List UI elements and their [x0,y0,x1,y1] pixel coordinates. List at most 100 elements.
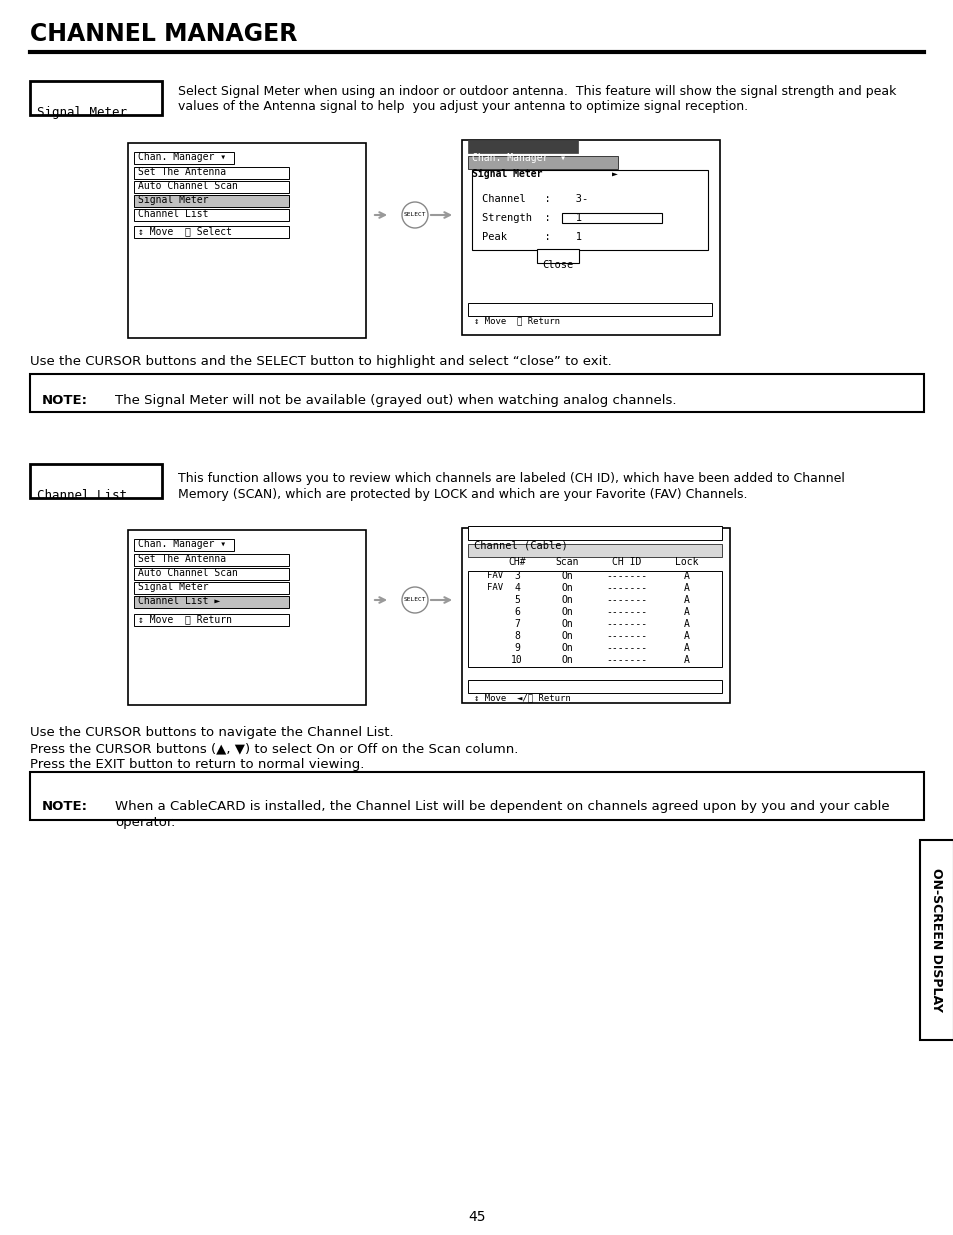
Text: 5: 5 [514,595,519,605]
Text: Memory (SCAN), which are protected by LOCK and which are your Favorite (FAV) Cha: Memory (SCAN), which are protected by LO… [178,488,747,501]
Bar [133,209,289,221]
Circle shape [401,203,428,228]
Text: Select Signal Meter when using an indoor or outdoor antenna.  This feature will : Select Signal Meter when using an indoor… [178,85,896,98]
Bar [133,182,289,193]
Text: -------: ------- [606,606,647,618]
Text: Peak      :    1: Peak : 1 [481,232,581,242]
Bar [30,464,162,498]
Text: 7: 7 [514,619,519,629]
Text: ►: ► [612,169,618,179]
Text: Press the CURSOR buttons (▲, ▼) to select On or Off on the Scan column.: Press the CURSOR buttons (▲, ▼) to selec… [30,742,517,755]
Text: Channel (Cable): Channel (Cable) [474,540,567,550]
Bar [919,840,953,1040]
Text: Set The Antenna: Set The Antenna [138,167,226,177]
Bar [468,571,721,667]
Text: CHANNEL MANAGER: CHANNEL MANAGER [30,22,297,46]
Bar [133,195,289,207]
Text: Channel   :    3-: Channel : 3- [481,194,588,204]
Text: Chan. Manager ▾: Chan. Manager ▾ [138,152,226,162]
Text: On: On [560,606,572,618]
Text: CH#: CH# [508,557,525,567]
Bar [30,374,923,412]
Text: On: On [560,571,572,580]
Text: A: A [683,606,689,618]
Text: Signal Meter: Signal Meter [138,582,209,592]
Text: A: A [683,583,689,593]
Text: Channel List: Channel List [138,209,209,219]
Text: A: A [683,571,689,580]
Text: The Signal Meter will not be available (grayed out) when watching analog channel: The Signal Meter will not be available (… [115,394,676,408]
Text: A: A [683,595,689,605]
Text: 4: 4 [514,583,519,593]
Text: ↕ Move  Ⓞ Return: ↕ Move Ⓞ Return [474,316,559,325]
Bar [468,140,578,153]
Text: ON-SCREEN DISPLAY: ON-SCREEN DISPLAY [929,868,943,1011]
Text: On: On [560,631,572,641]
Text: Auto Channel Scan: Auto Channel Scan [138,182,237,191]
Text: Set The Antenna: Set The Antenna [138,555,226,564]
Text: On: On [560,619,572,629]
Bar [30,82,162,115]
Bar [472,170,707,249]
Bar [133,167,289,179]
Text: -------: ------- [606,583,647,593]
Text: NOTE:: NOTE: [42,800,88,813]
Text: -------: ------- [606,631,647,641]
Text: On: On [560,595,572,605]
Text: SELECT: SELECT [403,597,426,601]
Text: -------: ------- [606,571,647,580]
Text: FAV: FAV [486,571,502,580]
Bar [133,614,289,626]
Text: Chan. Manager ▾: Chan. Manager ▾ [138,538,226,550]
Bar [537,249,578,263]
Bar [561,212,661,224]
Text: Signal Meter: Signal Meter [138,195,209,205]
Text: ↕ Move  ◄/Ⓞ Return: ↕ Move ◄/Ⓞ Return [474,693,570,701]
Text: CH ID: CH ID [612,557,641,567]
Bar [128,143,366,338]
Text: operator.: operator. [115,816,175,829]
Text: -------: ------- [606,655,647,664]
Text: 45: 45 [468,1210,485,1224]
Text: ↕ Move  Ⓞ Return: ↕ Move Ⓞ Return [138,614,232,624]
Text: 9: 9 [514,643,519,653]
Text: 10: 10 [511,655,522,664]
Bar [461,140,720,335]
Text: Auto Channel Scan: Auto Channel Scan [138,568,237,578]
Text: On: On [560,643,572,653]
Text: Channel List ►: Channel List ► [138,597,220,606]
Text: -------: ------- [606,619,647,629]
Text: ↕ Move  Ⓞ Select: ↕ Move Ⓞ Select [138,226,232,236]
Text: Scan: Scan [555,557,578,567]
Bar [468,526,721,540]
Text: Close: Close [542,261,573,270]
Text: A: A [683,655,689,664]
Bar [133,597,289,608]
Text: Press the EXIT button to return to normal viewing.: Press the EXIT button to return to norma… [30,758,364,771]
Text: This function allows you to review which channels are labeled (CH ID), which hav: This function allows you to review which… [178,472,844,485]
Text: On: On [560,655,572,664]
Text: 3: 3 [514,571,519,580]
Text: Signal Meter: Signal Meter [472,169,542,179]
Text: A: A [683,643,689,653]
Circle shape [401,587,428,613]
Text: -------: ------- [606,595,647,605]
Text: A: A [683,631,689,641]
Bar [133,555,289,566]
Bar [128,530,366,705]
Text: Chan. Manager  ▾: Chan. Manager ▾ [472,153,565,163]
Text: -------: ------- [606,643,647,653]
Text: values of the Antenna signal to help  you adjust your antenna to optimize signal: values of the Antenna signal to help you… [178,100,747,112]
Text: NOTE:: NOTE: [42,394,88,408]
Text: When a CableCARD is installed, the Channel List will be dependent on channels ag: When a CableCARD is installed, the Chann… [115,800,889,813]
Text: A: A [683,619,689,629]
Bar [468,156,618,169]
Text: Strength  :    1: Strength : 1 [481,212,581,224]
Bar [468,303,711,316]
Bar [133,582,289,594]
Bar [133,152,233,164]
Text: On: On [560,583,572,593]
Bar [133,538,233,551]
Text: FAV: FAV [486,583,502,592]
Text: SELECT: SELECT [403,212,426,217]
